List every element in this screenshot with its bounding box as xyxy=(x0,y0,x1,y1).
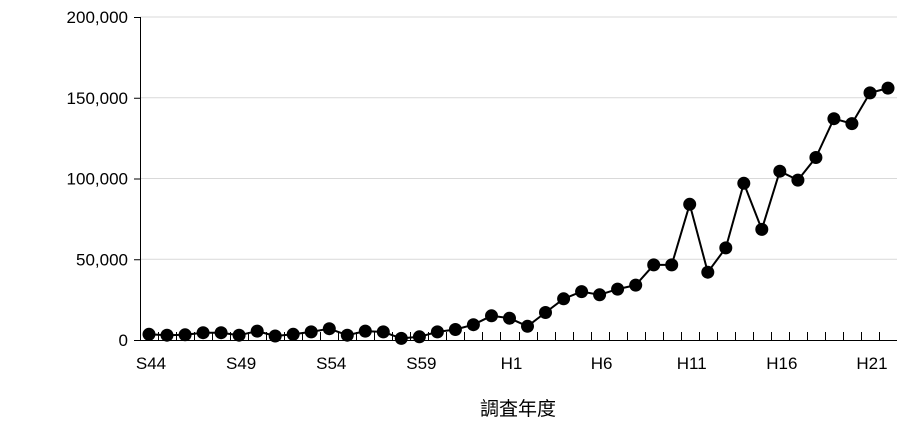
x-tick-label: S54 xyxy=(316,354,346,373)
data-point xyxy=(268,329,282,343)
x-axis-title: 調査年度 xyxy=(480,398,556,420)
data-point xyxy=(701,265,715,279)
data-point xyxy=(322,322,336,336)
x-tick-label: S44 xyxy=(136,354,166,373)
data-point xyxy=(863,86,877,100)
x-axis-tick-labels: S44 S49 S54 S59 H1 H6 H11 H16 H21 xyxy=(136,354,888,373)
x-tick-label: H1 xyxy=(501,354,523,373)
data-point xyxy=(629,278,643,292)
data-point xyxy=(737,176,751,190)
data-point xyxy=(539,306,552,319)
data-point xyxy=(683,197,697,211)
y-tick-label: 150,000 xyxy=(67,89,128,108)
data-point xyxy=(448,323,462,336)
y-axis-tick-labels: 0 50,000 100,000 150,000 200,000 xyxy=(67,8,128,350)
x-tick-label: H16 xyxy=(766,354,797,373)
data-point xyxy=(286,327,300,341)
y-tick-label: 0 xyxy=(119,331,128,350)
data-point xyxy=(142,327,156,341)
data-point xyxy=(755,222,769,236)
x-tick-label: H21 xyxy=(856,354,887,373)
data-point xyxy=(557,292,571,306)
data-point xyxy=(232,328,246,342)
data-point xyxy=(250,324,264,338)
x-tick-label: S59 xyxy=(406,354,436,373)
axes xyxy=(134,17,897,341)
data-point xyxy=(593,288,607,302)
data-point xyxy=(466,318,480,332)
data-point xyxy=(773,164,787,178)
series-line-0 xyxy=(148,87,889,340)
data-point xyxy=(376,325,390,339)
data-point xyxy=(430,325,444,339)
data-point xyxy=(485,309,498,323)
x-tick-label: H11 xyxy=(677,354,707,373)
data-point xyxy=(647,258,661,272)
y-tick-label: 100,000 xyxy=(67,170,128,189)
data-point xyxy=(845,117,859,131)
data-point xyxy=(719,241,733,255)
data-point xyxy=(412,330,426,344)
data-point xyxy=(503,311,516,325)
data-point xyxy=(340,328,354,342)
data-point xyxy=(358,324,372,338)
x-tick-label: S49 xyxy=(226,354,256,373)
data-point xyxy=(304,325,318,339)
data-point xyxy=(196,326,210,340)
data-point xyxy=(827,112,841,126)
data-point xyxy=(791,173,805,187)
data-point xyxy=(809,151,823,164)
data-point xyxy=(521,319,534,333)
data-point xyxy=(575,285,589,299)
y-tick-label: 50,000 xyxy=(76,250,128,269)
x-tick-label: H6 xyxy=(591,354,613,373)
gridlines xyxy=(140,16,897,260)
series-line xyxy=(148,87,889,340)
data-point xyxy=(178,328,192,342)
data-point xyxy=(665,258,679,272)
series-markers xyxy=(142,81,895,345)
data-point xyxy=(394,331,408,345)
data-point xyxy=(611,282,625,296)
data-point xyxy=(214,326,228,340)
data-point xyxy=(160,328,174,342)
y-tick-label: 200,000 xyxy=(67,8,128,27)
data-point xyxy=(881,81,895,95)
